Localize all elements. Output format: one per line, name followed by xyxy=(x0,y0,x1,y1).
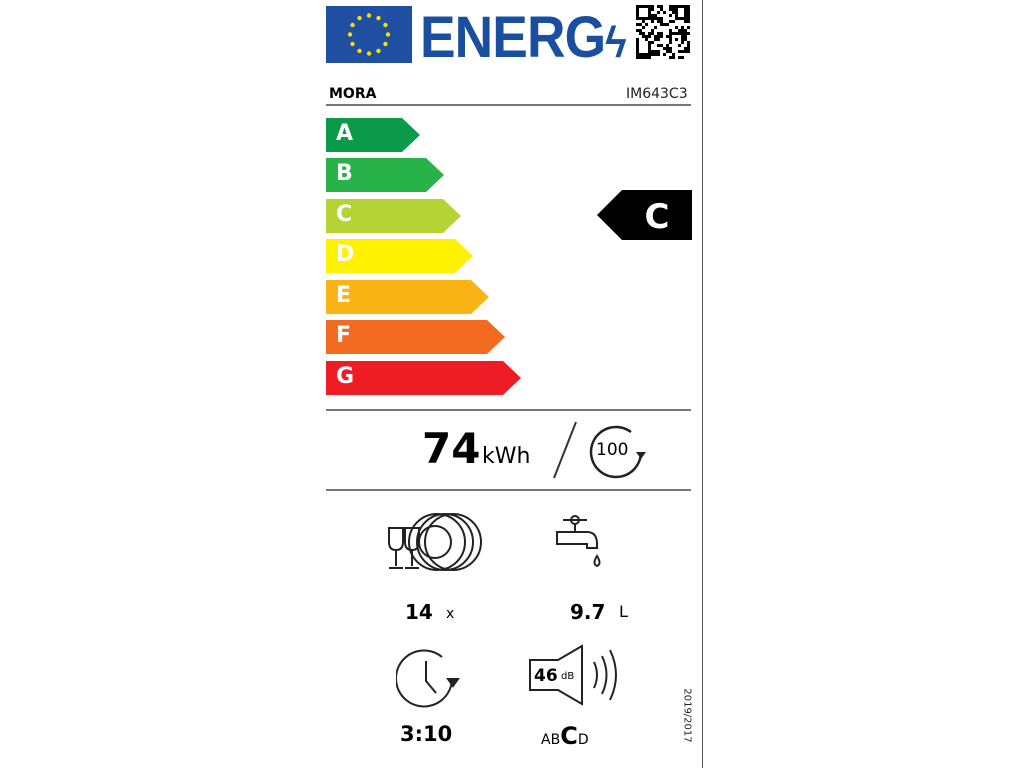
energy-class-bar-c: C xyxy=(326,199,461,233)
capacity-value: 14 xyxy=(405,600,433,624)
energy-class-bar-b: B xyxy=(326,158,444,192)
energy-class-letter: G xyxy=(336,364,355,389)
energy-class-bar-g: G xyxy=(326,361,521,395)
duration-value: 3:10 xyxy=(400,722,453,746)
noise-class: C xyxy=(560,722,578,750)
cycle-count: 100 xyxy=(596,440,629,460)
noise-classes-before: AB xyxy=(541,732,561,748)
energy-class-letter: A xyxy=(336,121,354,146)
speaker-icon xyxy=(529,644,617,706)
dishes-icon xyxy=(388,513,482,571)
energy-class-letter: E xyxy=(336,283,352,308)
divider xyxy=(326,104,691,106)
noise-unit: dB xyxy=(561,671,575,682)
brand-name: MORA xyxy=(329,86,377,102)
regulation-number: 2019/2017 xyxy=(681,688,693,743)
cycle-icon xyxy=(589,425,646,479)
divider xyxy=(326,489,691,491)
energy-class-letter: C xyxy=(336,202,353,227)
energy-unit: kWh xyxy=(482,444,531,469)
energy-class-bar-d: D xyxy=(326,239,473,273)
energy-logo: ENERGϟ xyxy=(420,5,627,70)
noise-classes-after: D xyxy=(577,732,589,748)
energy-class-letter: D xyxy=(336,242,355,267)
water-tap-icon xyxy=(556,515,601,568)
energy-class-bar-a: A xyxy=(326,118,420,152)
water-value: 9.7 xyxy=(570,600,606,624)
energy-class-bar-e: E xyxy=(326,280,489,314)
border-line xyxy=(702,0,703,768)
energy-class-letter: B xyxy=(336,161,353,186)
eu-flag-icon xyxy=(326,6,412,63)
water-unit: L xyxy=(619,602,628,621)
slash xyxy=(553,421,577,479)
capacity-unit: x xyxy=(446,606,455,622)
clock-icon xyxy=(396,649,460,708)
noise-value: 46 xyxy=(534,666,558,686)
svg-text:C: C xyxy=(645,197,670,237)
energy-value: 74 xyxy=(422,424,481,473)
divider xyxy=(326,409,691,411)
energy-class-bar-f: F xyxy=(326,320,505,354)
noise-class-scale: ABCD xyxy=(541,722,589,750)
qr-code xyxy=(636,5,690,59)
energy-class-letter: F xyxy=(336,323,352,348)
model-id: IM643C3 xyxy=(626,86,688,102)
rating-indicator: C xyxy=(597,190,692,240)
